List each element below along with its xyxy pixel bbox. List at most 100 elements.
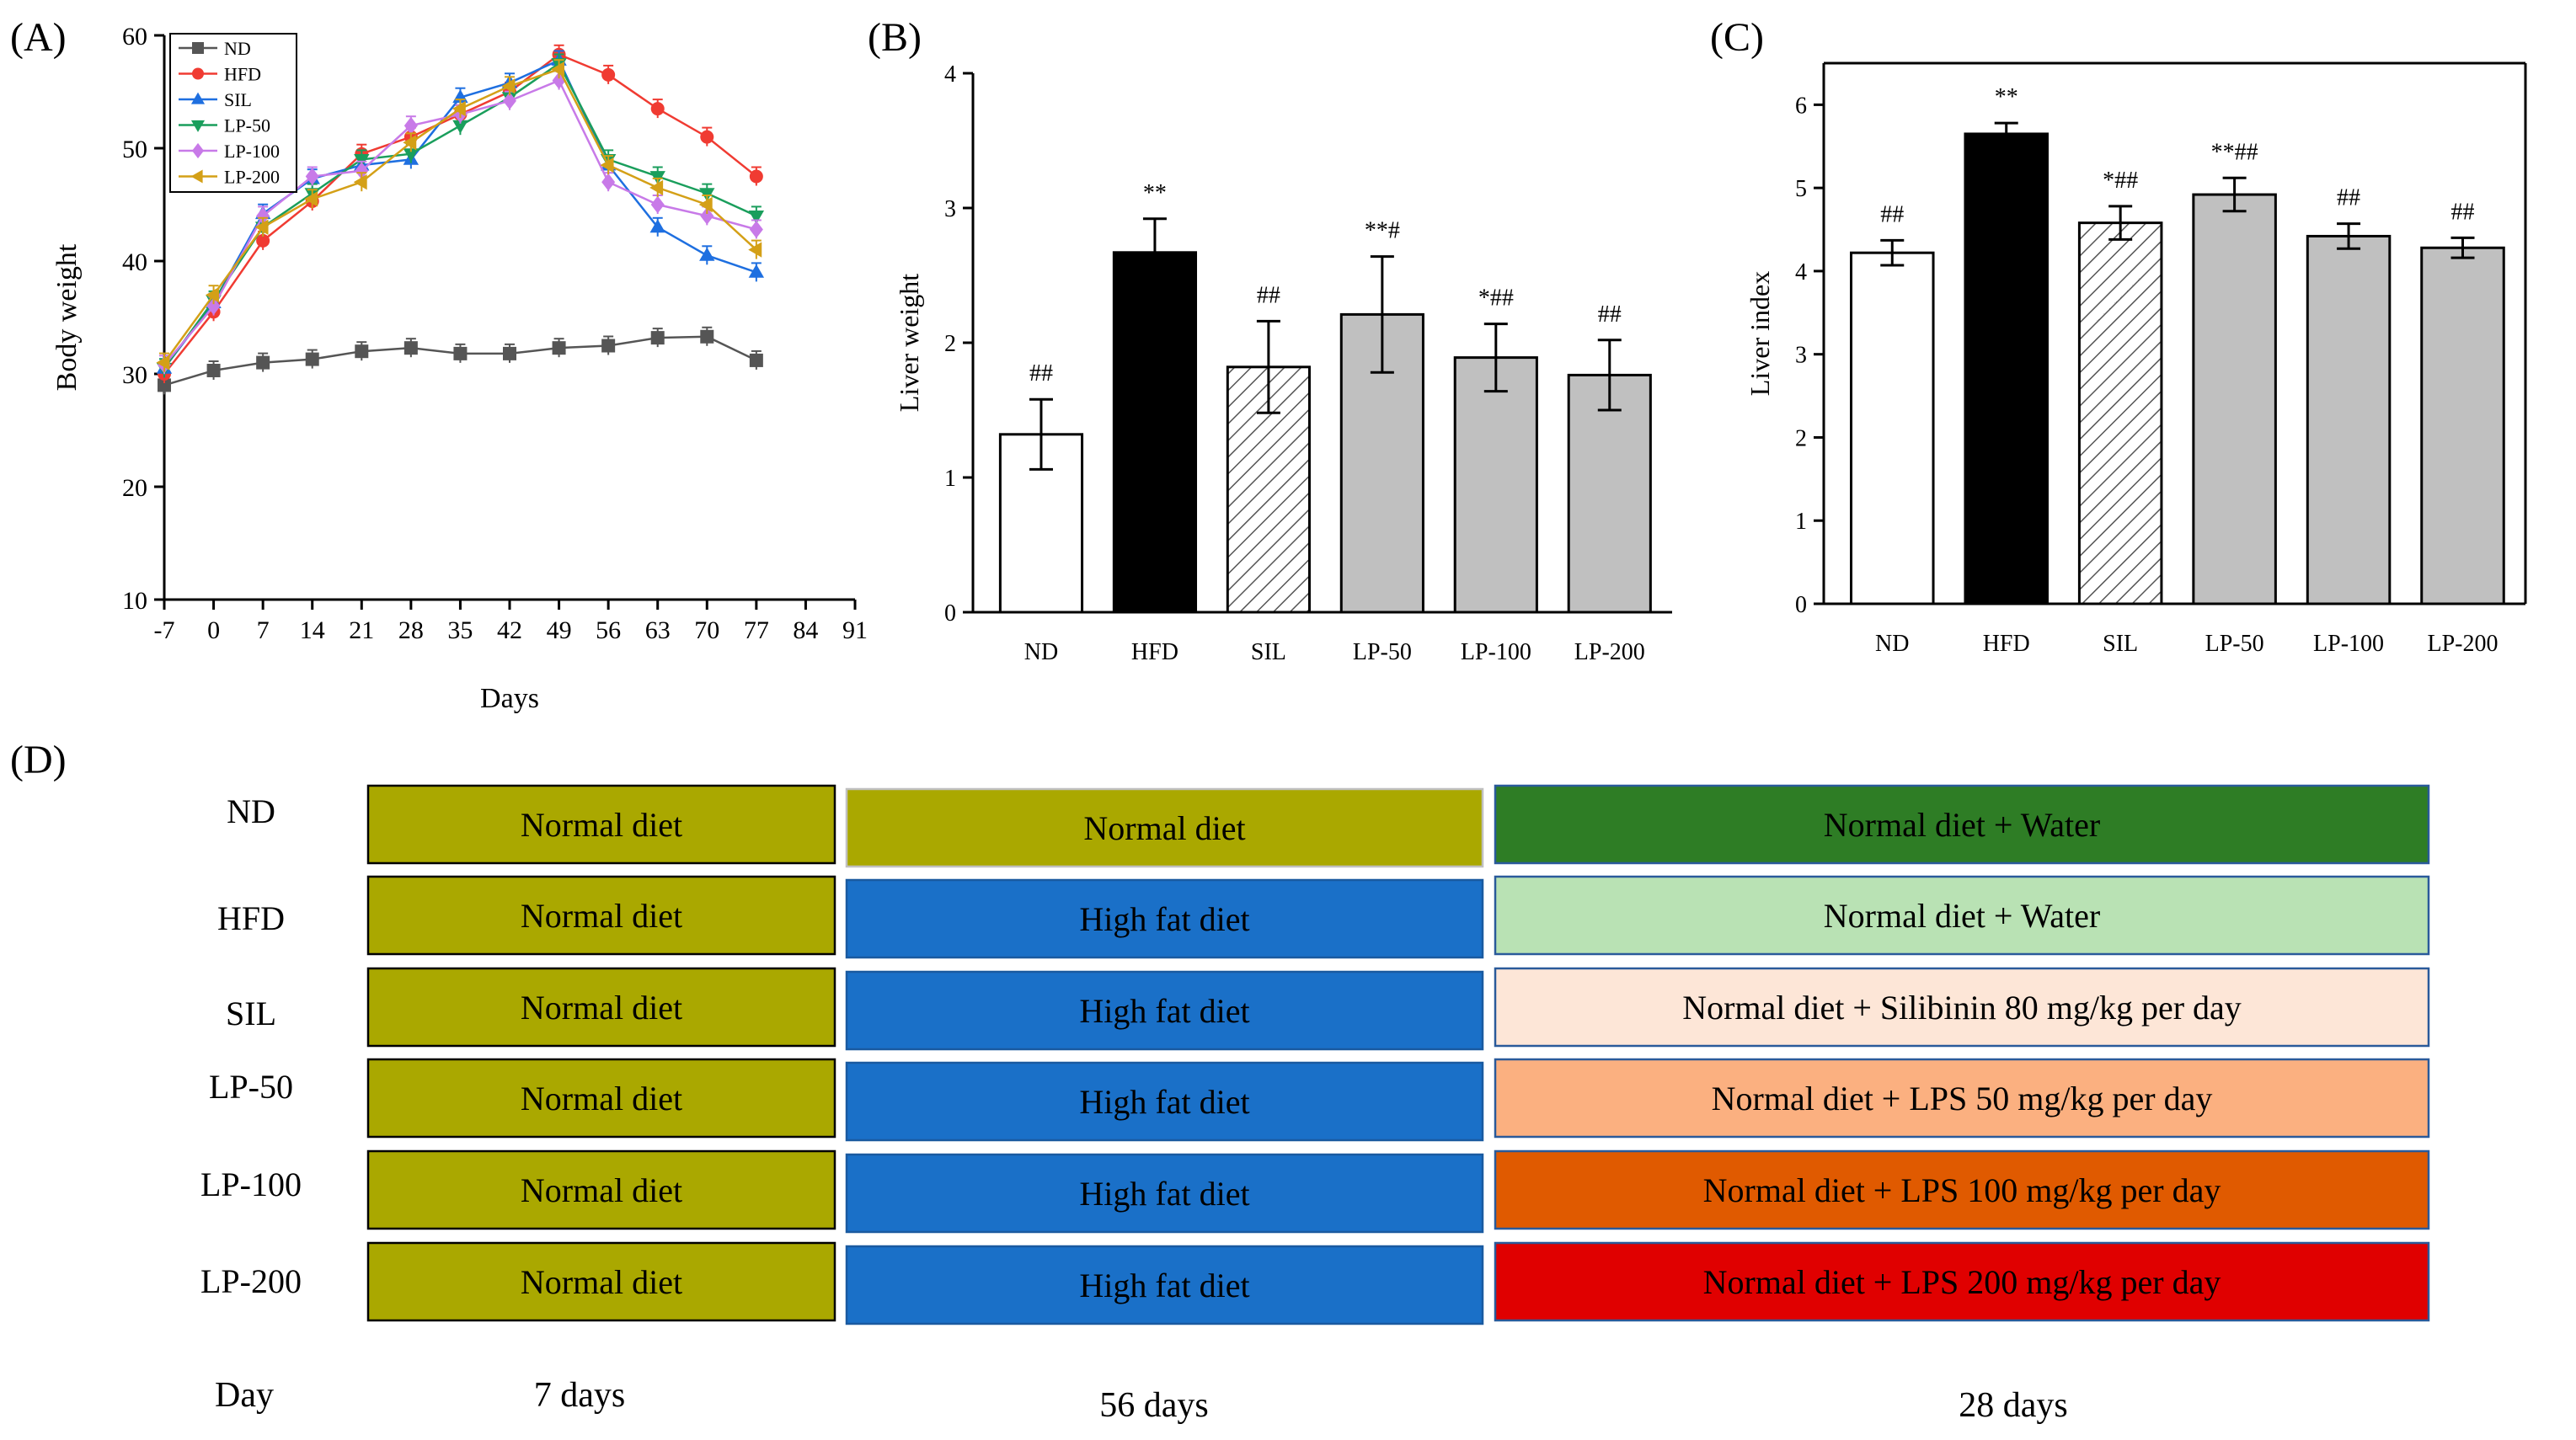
y-axis-title: Liver index <box>1745 271 1775 396</box>
x-tick-label: 49 <box>547 616 572 644</box>
phase2-label: High fat diet <box>1079 900 1249 938</box>
marker <box>453 346 468 360</box>
marker <box>650 195 665 214</box>
significance-label: **# <box>1365 218 1400 244</box>
x-tick-label: ND <box>1875 631 1909 657</box>
series-nd <box>158 326 763 395</box>
marker <box>206 297 221 315</box>
x-tick-label: 0 <box>207 616 220 644</box>
phase1-label: Normal diet <box>521 1171 682 1209</box>
marker <box>452 100 466 117</box>
legend-entry: ND <box>224 38 251 59</box>
x-tick-label: HFD <box>1983 631 2030 657</box>
marker <box>305 352 319 366</box>
phase2-label: Normal diet <box>1083 809 1245 847</box>
phase3-box <box>1494 784 2430 865</box>
x-tick-label: 42 <box>497 616 522 644</box>
legend-box <box>169 33 297 193</box>
marker <box>600 157 614 173</box>
x-tick-label: SIL <box>1251 639 1286 665</box>
significance-label: **## <box>2211 139 2258 165</box>
marker <box>206 363 221 377</box>
x-tick-label: ND <box>1024 639 1058 665</box>
x-tick-label: 91 <box>842 616 868 644</box>
x-tick-label: SIL <box>2103 631 2138 657</box>
phase3-box <box>1494 1149 2430 1230</box>
phase2-label: High fat diet <box>1079 1267 1249 1304</box>
phase1-box <box>366 1241 836 1322</box>
marker <box>403 135 417 151</box>
x-tick-label: 14 <box>300 616 325 644</box>
duration-phase2: 56 days <box>1099 1386 1209 1425</box>
y-tick-label: 5 <box>1795 176 1807 202</box>
phase2-box <box>845 878 1484 959</box>
y-tick-label: 0 <box>1795 592 1807 618</box>
phase1-box <box>366 1058 836 1139</box>
bar-lp-100 <box>1453 356 1538 614</box>
phase1-box <box>366 875 836 956</box>
marker <box>190 92 206 104</box>
group-label: ND <box>227 792 275 830</box>
marker <box>205 287 219 303</box>
x-tick-label: LP-50 <box>2205 631 2264 657</box>
phase3-box <box>1494 1058 2430 1139</box>
phase3-box <box>1494 967 2430 1048</box>
marker <box>190 120 206 132</box>
marker <box>749 353 763 367</box>
marker <box>649 179 664 196</box>
y-tick-label: 3 <box>944 196 956 222</box>
x-tick-label: 63 <box>645 616 671 644</box>
marker <box>353 174 367 190</box>
marker <box>649 219 665 233</box>
y-tick-label: 30 <box>122 361 147 389</box>
marker <box>156 355 170 371</box>
duration-phase3: 28 days <box>1959 1386 2068 1425</box>
phase2-box <box>845 1153 1484 1234</box>
x-tick-label: 70 <box>694 616 719 644</box>
legend-entry: HFD <box>224 64 261 85</box>
bar-nd <box>1850 251 1935 605</box>
x-tick-label: 21 <box>349 616 374 644</box>
panel-a-label: (A) <box>10 15 67 60</box>
significance-label: ## <box>1880 201 1904 227</box>
marker <box>256 207 270 225</box>
x-tick-label: 28 <box>398 616 424 644</box>
y-tick-label: 60 <box>122 23 147 51</box>
marker <box>304 191 318 207</box>
phase1-label: Normal diet <box>521 989 682 1027</box>
marker <box>699 247 715 261</box>
marker <box>650 331 665 345</box>
bar-lp-50 <box>2192 193 2277 605</box>
phase1-box <box>366 967 836 1048</box>
x-tick-label: LP-200 <box>1574 639 1645 665</box>
significance-label: *## <box>2103 168 2138 194</box>
y-axis-title: Body weight <box>51 243 83 391</box>
bar-hfd <box>1964 132 2049 605</box>
y-tick-label: 6 <box>1795 93 1807 119</box>
phase3-box <box>1494 875 2430 956</box>
phase1-label: Normal diet <box>521 806 682 844</box>
marker <box>552 341 566 355</box>
y-tick-label: 40 <box>122 248 147 276</box>
y-axis-title: Liver weight <box>894 274 924 413</box>
y-tick-label: 10 <box>122 587 147 615</box>
significance-label: ## <box>1029 360 1053 387</box>
marker <box>700 329 714 344</box>
marker <box>748 264 765 278</box>
group-label: SIL <box>226 995 276 1032</box>
phase3-label: Normal diet + Water <box>1824 806 2101 844</box>
significance-label: ** <box>1995 84 2018 110</box>
marker <box>749 169 763 184</box>
x-tick-label: 35 <box>447 616 473 644</box>
phase3-label: Normal diet + Water <box>1824 897 2101 935</box>
marker <box>404 341 418 355</box>
group-label: LP-50 <box>209 1068 293 1106</box>
x-tick-label: 7 <box>257 616 270 644</box>
y-tick-label: 2 <box>1795 425 1807 451</box>
x-tick-label: LP-100 <box>2313 631 2384 657</box>
marker <box>550 61 564 77</box>
duration-phase1: 7 days <box>534 1376 626 1415</box>
legend-entry: LP-50 <box>224 115 270 136</box>
marker <box>748 242 762 258</box>
significance-label: *## <box>1478 285 1514 312</box>
